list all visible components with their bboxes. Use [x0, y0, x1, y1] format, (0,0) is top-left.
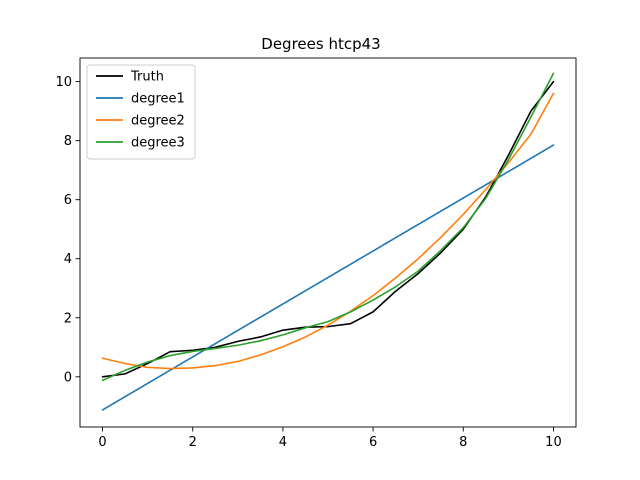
- series-line-degree1: [103, 145, 554, 410]
- chart-title: Degrees htcp43: [261, 35, 380, 53]
- y-tick-label: 0: [64, 370, 72, 385]
- y-tick-label: 8: [64, 134, 72, 149]
- x-tick-label: 4: [279, 435, 287, 450]
- y-tick-label: 2: [64, 311, 72, 326]
- y-tick-label: 6: [64, 193, 72, 208]
- legend-label-degree2: degree2: [131, 114, 185, 129]
- x-tick-label: 10: [545, 435, 562, 450]
- y-tick-label: 10: [55, 75, 72, 90]
- legend-label-degree1: degree1: [131, 92, 185, 107]
- y-tick-label: 4: [64, 252, 72, 267]
- x-tick-label: 0: [98, 435, 106, 450]
- x-tick-label: 6: [369, 435, 377, 450]
- x-tick-label: 2: [189, 435, 197, 450]
- x-tick-label: 8: [459, 435, 467, 450]
- legend-label-degree3: degree3: [131, 136, 185, 151]
- legend-label-Truth: Truth: [130, 70, 164, 85]
- legend: Truth degree1 degree2 degree3: [87, 65, 195, 159]
